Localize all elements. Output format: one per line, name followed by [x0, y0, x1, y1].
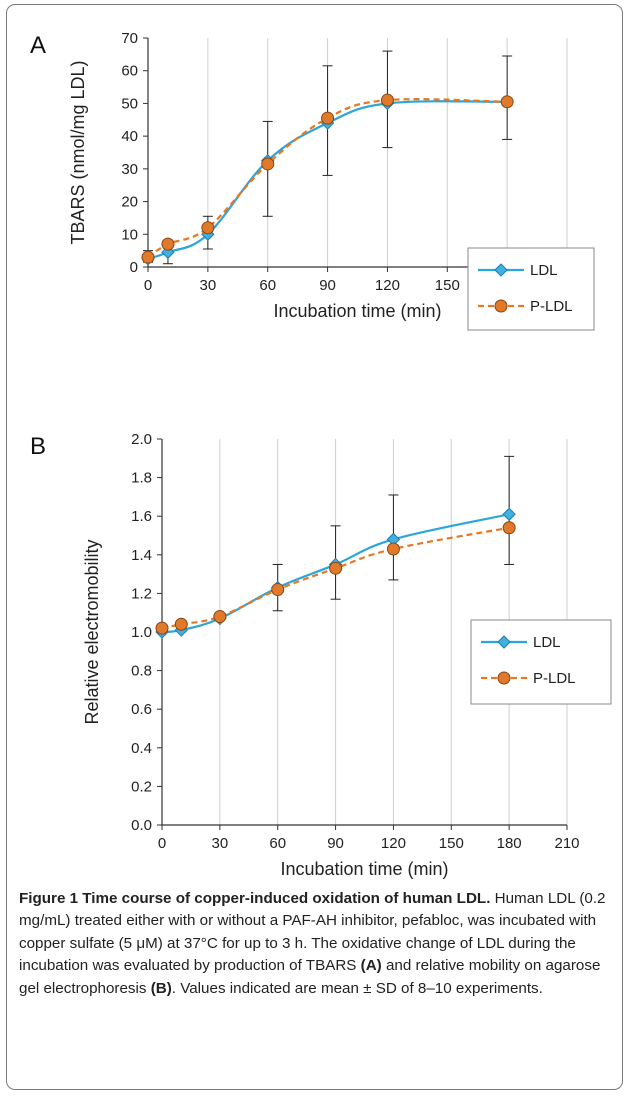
figure-caption: Figure 1 Time course of copper-induced o… — [19, 888, 617, 1000]
x-tick-label: 60 — [269, 835, 286, 852]
caption-ref-b: (B) — [150, 979, 172, 997]
data-point-p-ldl — [155, 621, 169, 635]
y-axis-title: TBARS (nmol/mg LDL) — [68, 60, 88, 244]
x-tick-label: 90 — [319, 277, 336, 294]
data-point-p-ldl — [201, 221, 215, 235]
legend-marker-p-ldl — [494, 299, 508, 313]
legend-marker-ldl — [494, 263, 508, 277]
y-tick-label: 0.4 — [131, 740, 152, 757]
y-tick-label: 1.6 — [131, 508, 152, 525]
y-tick-label: 0.8 — [131, 663, 152, 680]
legend-label-p-ldl: P-LDL — [530, 298, 573, 315]
y-tick-label: 1.8 — [131, 470, 152, 487]
x-tick-label: 210 — [554, 835, 579, 852]
y-tick-label: 1.0 — [131, 624, 152, 641]
data-point-p-ldl — [329, 561, 343, 575]
caption-text-3: . Values indicated are mean ± SD of 8–10… — [171, 979, 543, 997]
data-point-ldl — [502, 507, 516, 521]
x-tick-label: 180 — [497, 835, 522, 852]
x-tick-label: 120 — [375, 277, 400, 294]
y-tick-label: 0.2 — [131, 778, 152, 795]
data-point-p-ldl — [261, 157, 275, 171]
y-axis-title: Relative electromobility — [82, 539, 102, 724]
x-tick-label: 120 — [381, 835, 406, 852]
chart-b: B 0.0 0.2 0.4 0.6 0.8 1.0 1.2 1.4 1.6 1.8 2.0 0 30 60 9… — [30, 431, 612, 879]
x-tick-label: 90 — [327, 835, 344, 852]
data-point-p-ldl — [141, 250, 155, 264]
y-tick-label: 10 — [121, 226, 138, 243]
legend: LDL P-LDL — [470, 619, 612, 705]
x-tick-label: 150 — [439, 835, 464, 852]
y-tick-label: 60 — [121, 63, 138, 80]
x-tick-label: 150 — [435, 277, 460, 294]
data-point-p-ldl — [161, 237, 175, 251]
y-tick-label: 1.2 — [131, 585, 152, 602]
figure-charts: A 0 10 20 30 40 50 60 70 0 30 60 90 120 150 180 210 Incub… — [30, 30, 612, 879]
caption-text-1: Human LDL (0.2 mg/mL) treated either wit… — [19, 890, 606, 975]
legend: LDL P-LDL — [467, 247, 595, 331]
caption-ref-a: (A) — [360, 957, 382, 975]
y-tick-label: 2.0 — [131, 431, 152, 448]
y-tick-label: 70 — [121, 30, 138, 47]
y-tick-label: 50 — [121, 95, 138, 112]
legend-marker-ldl — [497, 635, 511, 649]
x-tick-label: 0 — [144, 277, 152, 294]
y-tick-label: 30 — [121, 161, 138, 178]
chart-a: A0102030405060700306090120150180210Incub… — [30, 30, 595, 331]
caption-text-2: and relative mobility on agarose gel ele… — [19, 957, 601, 997]
x-tick-label: 0 — [158, 835, 166, 852]
data-point-p-ldl — [271, 583, 285, 597]
data-point-p-ldl — [321, 111, 335, 125]
panel-label: A — [30, 32, 46, 59]
data-point-p-ldl — [213, 610, 227, 624]
y-tick-label: 0.6 — [131, 701, 152, 718]
y-tick-label: 20 — [121, 194, 138, 211]
x-axis-title: Incubation time (min) — [280, 859, 448, 879]
legend-label-ldl: LDL — [530, 262, 558, 279]
figure-frame — [6, 4, 623, 1090]
y-tick-label: 0 — [130, 259, 138, 276]
caption-title: Figure 1 Time course of copper-induced o… — [19, 890, 491, 907]
x-tick-label: 60 — [259, 277, 276, 294]
y-tick-label: 40 — [121, 128, 138, 145]
data-point-p-ldl — [174, 617, 188, 631]
legend-box — [470, 619, 612, 705]
data-point-p-ldl — [386, 542, 400, 556]
x-axis-title: Incubation time (min) — [273, 301, 441, 321]
data-point-p-ldl — [500, 95, 514, 109]
x-tick-label: 30 — [200, 277, 217, 294]
panel-label: B — [30, 433, 46, 460]
y-tick-label: 0.0 — [131, 817, 152, 834]
legend-marker-p-ldl — [497, 671, 511, 685]
data-point-p-ldl — [380, 93, 394, 107]
y-tick-label: 1.4 — [131, 547, 152, 564]
legend-box — [467, 247, 595, 331]
legend-label-p-ldl: P-LDL — [533, 670, 576, 687]
x-tick-label: 30 — [212, 835, 229, 852]
legend-label-ldl: LDL — [533, 634, 561, 651]
data-point-p-ldl — [502, 521, 516, 535]
